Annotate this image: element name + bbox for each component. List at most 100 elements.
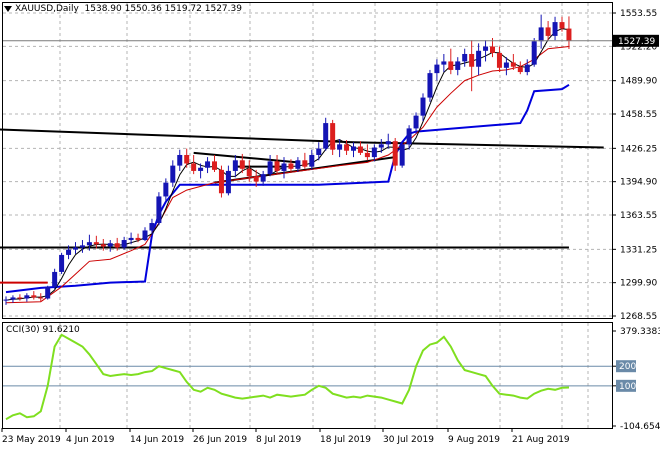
candle-body <box>45 286 51 299</box>
chart-frames <box>2 2 613 429</box>
candle <box>309 149 315 170</box>
candle <box>552 16 558 41</box>
candle <box>267 154 273 177</box>
envelope-bands <box>5 28 570 304</box>
trend-line <box>193 151 298 164</box>
candle-body <box>135 237 141 241</box>
candle-body <box>79 245 85 248</box>
candle <box>413 112 419 134</box>
candle-body <box>455 61 461 70</box>
candle-body <box>566 28 572 41</box>
price-tick-label: 1458.55 <box>620 110 657 120</box>
candle <box>545 21 551 41</box>
price-tick-label: 1331.25 <box>620 245 657 255</box>
candle-body <box>392 141 398 166</box>
candle <box>420 93 426 121</box>
candle-body <box>232 160 238 171</box>
candle-body <box>420 97 426 116</box>
candle <box>559 16 565 32</box>
candle <box>232 154 238 178</box>
candle-body <box>538 27 544 42</box>
candle-body <box>114 243 120 248</box>
candle <box>392 137 398 171</box>
candle-body <box>86 242 92 246</box>
candle-body <box>510 62 516 67</box>
price-tick-label: 1299.90 <box>620 279 657 289</box>
candle <box>66 245 72 260</box>
candle <box>503 57 509 76</box>
date-tick-label: 23 May 2019 <box>2 435 61 445</box>
candle <box>212 154 217 172</box>
candle-body <box>260 174 266 182</box>
candle-body <box>476 50 482 67</box>
candle-body <box>330 123 336 150</box>
candle <box>330 119 336 155</box>
candle <box>191 154 197 175</box>
candle-body <box>38 297 44 299</box>
candle <box>434 59 440 81</box>
candle-body <box>225 170 231 194</box>
candle-body <box>351 146 356 151</box>
candle-body <box>344 144 350 151</box>
candle-body <box>66 249 72 255</box>
candle <box>538 14 544 49</box>
date-tick-label: 21 Aug 2019 <box>512 435 570 445</box>
candle-body <box>364 152 370 158</box>
candle <box>385 133 391 149</box>
candle <box>10 295 16 303</box>
candle-body <box>274 161 280 171</box>
candle-body <box>191 163 197 171</box>
dropdown-arrow-icon[interactable] <box>4 5 12 12</box>
candle-body <box>52 271 58 287</box>
candle-body <box>24 295 30 299</box>
candle-body <box>107 243 113 247</box>
candle-body <box>163 182 169 197</box>
lower-band-line <box>5 46 570 304</box>
candle-body <box>3 299 9 301</box>
date-tick-label: 26 Jun 2019 <box>193 435 247 445</box>
candle <box>455 57 461 76</box>
cci-tick-label: -104.654 <box>620 422 660 432</box>
candle <box>288 159 294 172</box>
candle-body <box>17 297 23 299</box>
candle <box>156 192 162 226</box>
candle-body <box>281 163 287 171</box>
candle <box>351 142 356 158</box>
candle-body <box>93 242 99 245</box>
candle-body <box>357 146 363 153</box>
price-tick-label: 1394.90 <box>620 178 657 188</box>
candlesticks <box>3 14 572 305</box>
candle <box>225 165 231 196</box>
candle <box>149 218 155 234</box>
candle <box>323 117 329 151</box>
candle <box>24 293 30 302</box>
date-tick-label: 30 Jul 2019 <box>383 435 434 445</box>
candle-body <box>559 22 565 29</box>
candle <box>218 165 224 198</box>
candle <box>93 235 99 249</box>
candle <box>364 144 370 161</box>
price-tick-label: 1553.55 <box>620 9 657 19</box>
price-tick-label: 1426.25 <box>620 144 657 154</box>
candle-body <box>483 46 489 51</box>
price-axis: 1553.55 1522.20 1489.90 1458.55 1426.25 1394.… <box>3 9 659 322</box>
candle-body <box>413 115 419 129</box>
candle <box>59 252 65 275</box>
candle <box>17 294 23 301</box>
candle-body <box>73 247 78 250</box>
candle <box>260 170 266 186</box>
candle-body <box>128 237 134 241</box>
candle <box>128 232 134 245</box>
date-tick-label: 8 Jul 2019 <box>256 435 301 445</box>
candle <box>170 160 176 187</box>
candle <box>52 268 58 289</box>
upper-band-line <box>5 83 570 294</box>
candle <box>114 237 120 251</box>
candle-body <box>309 154 315 167</box>
cci-axis: 379.3383 200 100 -104.654 <box>612 327 660 432</box>
candle <box>79 240 85 253</box>
candle <box>184 148 190 168</box>
candle-body <box>441 61 447 65</box>
candle <box>357 141 363 155</box>
